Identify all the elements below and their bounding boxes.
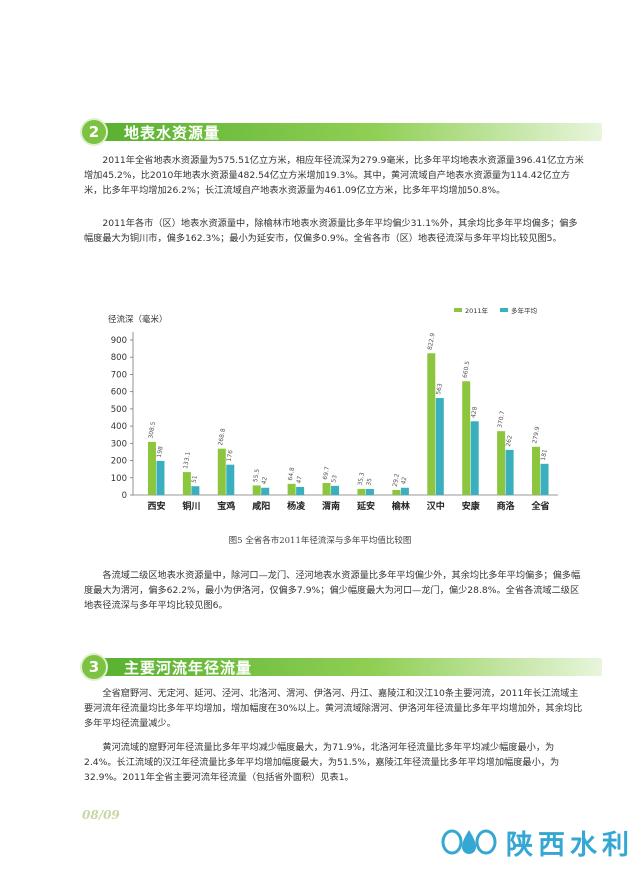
bar-value-label: 35	[365, 477, 373, 486]
bar	[365, 488, 374, 495]
bar-value-label: 262	[505, 435, 514, 448]
bar-value-label: 133.1	[182, 451, 192, 469]
bar-value-label: 428	[470, 406, 479, 419]
bar-value-label: 279.9	[531, 426, 541, 444]
figure-caption: 图5 全省各市2011年径流深与多年平均值比较图	[228, 536, 412, 546]
bar-value-label: 47	[295, 475, 303, 484]
bar	[540, 463, 549, 495]
bar	[191, 486, 200, 495]
y-tick-label: 200	[111, 457, 127, 467]
y-tick-label: 500	[111, 405, 127, 415]
section-title: 地表水资源量	[124, 123, 221, 142]
x-tick-label: 宝鸡	[217, 500, 235, 512]
bar	[156, 460, 165, 495]
bar-value-label: 822.9	[427, 332, 437, 350]
runoff-depth-chart-svg: 径流深（毫米） 0 100 200 300 400 500 600 700 800 900 2011年…	[108, 306, 558, 512]
bar-value-label: 51	[191, 475, 199, 484]
y-tick-label: 400	[111, 422, 127, 432]
legend-swatch	[454, 308, 462, 312]
x-tick-label: 杨凌	[287, 500, 306, 512]
y-tick-label: 800	[111, 353, 127, 363]
water-ministry-logo-icon	[441, 829, 497, 855]
section-header-bar	[94, 658, 602, 676]
legend-label: 多年平均	[511, 306, 538, 315]
bar-value-label: 308.5	[147, 421, 157, 439]
bar	[322, 482, 331, 495]
x-tick-label: 汉中	[427, 500, 445, 512]
bar-value-label: 64.8	[287, 467, 296, 482]
runoff-depth-chart: 径流深（毫米） 0 100 200 300 400 500 600 700 800 900 2011年…	[100, 300, 560, 525]
bar-value-label: 563	[435, 383, 444, 396]
bar-value-label: 69.7	[322, 466, 331, 481]
y-tick-label: 0	[122, 491, 127, 501]
bar	[226, 464, 235, 495]
legend-swatch	[500, 308, 508, 312]
bar	[392, 489, 401, 495]
bar-value-label: 55.5	[252, 468, 261, 483]
bar	[147, 441, 156, 495]
section-3-header: 3 主要河流年径流量	[82, 655, 602, 679]
section-header-bar	[94, 123, 602, 141]
section-number: 2	[82, 120, 106, 144]
x-tick-label: 榆林	[392, 500, 411, 512]
bar	[532, 446, 541, 495]
bar-value-label: 268.8	[217, 428, 227, 446]
bar	[497, 431, 506, 495]
bar-value-label: 35.3	[357, 472, 366, 487]
section-3-paragraph-1: 全省窟野河、无定河、延河、泾河、北洛河、渭河、伊洛河、丹江、嘉陵江和汉江10条主…	[84, 688, 583, 730]
y-tick-label: 600	[111, 388, 127, 398]
y-tick-label: 900	[111, 336, 127, 346]
section-2-header: 2 地表水资源量	[82, 120, 602, 144]
bar	[252, 485, 261, 495]
bar-value-label: 29.2	[392, 473, 401, 488]
section-3-paragraph-2: 黄河流域的窟野河年径流量比多年平均减少幅度最大，为71.9%，北洛河年径流量比多…	[84, 742, 560, 784]
bar	[331, 485, 340, 495]
bar-value-label: 660.5	[462, 360, 472, 378]
bar-value-label: 53	[330, 474, 338, 483]
y-tick-label: 100	[111, 474, 127, 484]
bar	[470, 421, 479, 495]
bar-value-label: 42	[261, 476, 269, 485]
logo-text: 陕西水利	[506, 829, 634, 861]
bar-value-label: 181	[540, 449, 549, 462]
section-2-paragraph-2: 2011年各市（区）地表水资源量中，除榆林市地表水资源量比多年平均偏少31.1%…	[84, 218, 578, 245]
bar	[296, 486, 305, 495]
legend-label: 2011年	[465, 306, 489, 315]
basin-paragraph: 各流域二级区地表水资源量中，除河口—龙门、泾河地表水资源量比多年平均偏少外，其余…	[84, 570, 581, 612]
bar	[427, 353, 436, 495]
bar	[217, 448, 226, 495]
x-tick-label: 渭南	[322, 500, 340, 512]
bar-value-label: 198	[156, 446, 165, 459]
bar	[435, 398, 444, 495]
bar-value-label: 176	[226, 449, 235, 462]
bar	[182, 472, 191, 495]
x-tick-label: 西安	[147, 500, 165, 512]
bar	[400, 487, 409, 495]
bar	[505, 449, 514, 495]
x-tick-label: 铜川	[182, 500, 200, 512]
x-tick-label: 全省	[531, 500, 550, 512]
bar	[357, 488, 366, 495]
bar	[261, 487, 270, 495]
bar-value-label: 42	[400, 476, 408, 485]
bar-value-label: 370.7	[496, 410, 506, 428]
section-2-paragraph-1: 2011年全省地表水资源量为575.51亿立方米，相应年径流深为279.9毫米，…	[84, 155, 584, 197]
y-tick-label: 300	[111, 439, 127, 449]
section-number: 3	[82, 655, 106, 679]
y-axis-label: 径流深（毫米）	[108, 314, 168, 325]
x-tick-label: 商洛	[497, 500, 516, 512]
x-tick-label: 安康	[462, 500, 481, 512]
y-tick-label: 700	[111, 370, 127, 380]
section-title: 主要河流年径流量	[124, 658, 253, 677]
x-tick-label: 延安	[356, 500, 375, 512]
x-tick-label: 咸阳	[252, 500, 270, 512]
page-number: 08/09	[82, 808, 120, 822]
publisher-logo: 陕西水利	[440, 826, 634, 861]
bar	[287, 483, 296, 495]
bar	[462, 381, 471, 495]
